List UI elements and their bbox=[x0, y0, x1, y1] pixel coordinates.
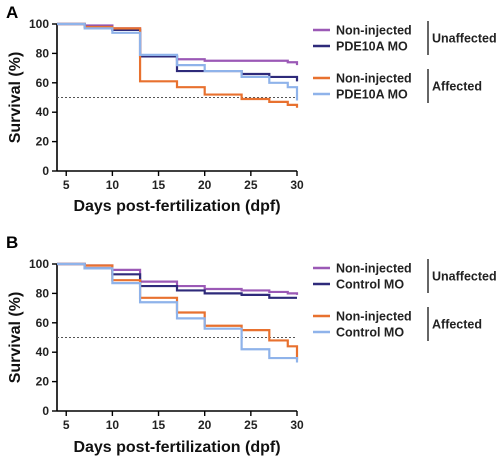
y-tick-label: 40 bbox=[36, 345, 50, 359]
y-tick-label: 0 bbox=[42, 404, 49, 418]
y-axis-title: Survival (%) bbox=[7, 292, 24, 384]
legend-group-label: Unaffected bbox=[432, 32, 497, 46]
panel-a: A 0 20 40 60 80 100 5 10 15 20 25 30 Days post-fertil… bbox=[6, 3, 497, 215]
legend-label: Non-injected bbox=[336, 24, 412, 38]
x-tick-label: 10 bbox=[106, 178, 120, 192]
x-tick-label: 15 bbox=[152, 418, 166, 432]
x-tick-label: 25 bbox=[244, 418, 258, 432]
x-tick-label: 25 bbox=[244, 178, 258, 192]
legend-group-label: Affected bbox=[432, 318, 482, 332]
series-line-2 bbox=[57, 262, 299, 360]
y-tick-label: 60 bbox=[36, 76, 50, 90]
legend-group-label: Unaffected bbox=[432, 270, 497, 284]
y-tick-label: 80 bbox=[36, 286, 50, 300]
y-tick-label: 80 bbox=[36, 46, 50, 60]
legend-label: PDE10A MO bbox=[336, 88, 408, 102]
x-tick-label: 30 bbox=[290, 178, 304, 192]
legend-label: Control MO bbox=[336, 278, 404, 292]
y-tick-label: 100 bbox=[29, 17, 49, 31]
series-line-3 bbox=[57, 22, 299, 101]
legend-group-label: Affected bbox=[432, 80, 482, 94]
x-tick-label: 5 bbox=[63, 418, 70, 432]
panel-label: B bbox=[6, 233, 18, 252]
x-axis-title: Days post-fertilization (dpf) bbox=[73, 198, 280, 215]
y-tick-label: 60 bbox=[36, 316, 50, 330]
series-line-2 bbox=[57, 22, 299, 108]
x-axis-title: Days post-fertilization (dpf) bbox=[73, 439, 280, 456]
legend-label: Non-injected bbox=[336, 72, 412, 86]
legend-label: Non-injected bbox=[336, 310, 412, 324]
panel-label: A bbox=[6, 3, 18, 22]
series-line-1 bbox=[57, 22, 299, 82]
y-tick-label: 20 bbox=[36, 375, 50, 389]
x-tick-label: 30 bbox=[290, 418, 304, 432]
legend-label: Non-injected bbox=[336, 262, 412, 276]
x-tick-label: 20 bbox=[198, 418, 212, 432]
y-tick-label: 100 bbox=[29, 257, 49, 271]
x-tick-label: 5 bbox=[63, 178, 70, 192]
x-tick-label: 10 bbox=[106, 418, 120, 432]
legend-label: Control MO bbox=[336, 326, 404, 340]
y-tick-label: 0 bbox=[42, 164, 49, 178]
x-tick-label: 20 bbox=[198, 178, 212, 192]
y-axis-title: Survival (%) bbox=[7, 52, 24, 144]
x-tick-label: 15 bbox=[152, 178, 166, 192]
panel-b: B 0 20 40 60 80 100 5 10 15 20 25 30 Days post-fertil… bbox=[6, 233, 497, 456]
y-tick-label: 20 bbox=[36, 135, 50, 149]
legend-label: PDE10A MO bbox=[336, 40, 408, 54]
series-line-3 bbox=[57, 262, 299, 363]
y-tick-label: 40 bbox=[36, 105, 50, 119]
